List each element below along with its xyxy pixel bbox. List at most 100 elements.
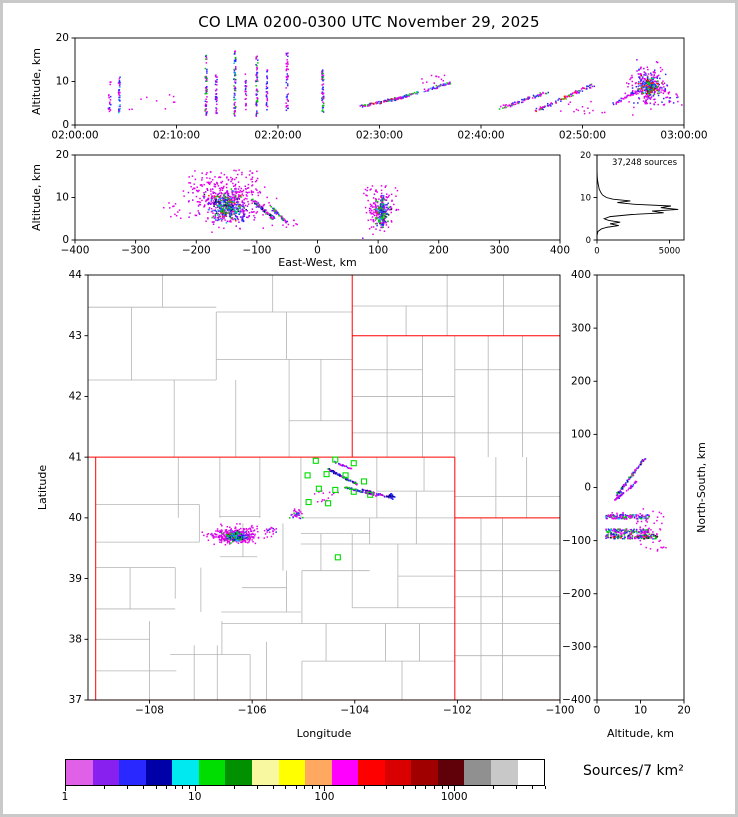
plot-shape (204, 92, 207, 95)
plot-shape (240, 209, 242, 211)
plot-shape (297, 513, 300, 516)
plot-shape (224, 197, 226, 199)
plot-shape (269, 216, 272, 219)
x-tick-label: 02:10:00 (153, 130, 200, 142)
plot-shape (223, 537, 225, 540)
plot-shape (384, 212, 386, 215)
plot-shape (208, 208, 210, 211)
plot-shape (655, 81, 658, 83)
plot-shape (218, 538, 221, 541)
plot-background (75, 155, 560, 240)
plot-shape (251, 180, 254, 183)
plot-shape (643, 537, 646, 540)
plot-shape (359, 105, 361, 107)
plot-shape (378, 220, 381, 222)
plot-shape (380, 192, 383, 195)
plot-shape (656, 61, 659, 64)
plot-shape (226, 534, 228, 537)
plot-shape (653, 71, 656, 73)
plot-shape (381, 200, 384, 203)
plot-shape (343, 465, 345, 467)
plot-shape (616, 531, 618, 534)
plot-shape (635, 514, 638, 516)
plot-shape (630, 476, 633, 478)
plot-shape (214, 95, 217, 98)
plot-shape (379, 209, 381, 212)
plot-shape (251, 532, 254, 535)
plot-shape (240, 534, 243, 536)
plot-shape (652, 87, 655, 89)
plot-shape (236, 532, 239, 534)
plot-shape (233, 211, 235, 213)
plot-shape (656, 519, 658, 522)
plot-shape (663, 86, 665, 88)
plot-shape (206, 88, 208, 91)
plot-shape (632, 92, 634, 95)
plot-shape (214, 98, 217, 101)
plot-shape (631, 92, 633, 94)
plot-shape (637, 73, 640, 75)
plot-shape (198, 201, 200, 203)
plot-shape (628, 476, 630, 479)
x-tick-label: −108 (135, 705, 164, 717)
plot-shape (287, 99, 290, 102)
plot-shape (379, 208, 381, 210)
plot-shape (569, 101, 572, 103)
plot-shape (350, 487, 353, 489)
plot-shape (255, 113, 258, 115)
plot-shape (209, 182, 211, 184)
plot-shape (241, 530, 243, 533)
plot-shape (614, 498, 617, 501)
plot-shape (369, 189, 371, 191)
plot-shape (237, 531, 239, 533)
plot-shape (220, 541, 223, 544)
plot-shape (383, 198, 385, 200)
plot-shape (256, 64, 258, 67)
plot-shape (669, 97, 672, 99)
plot-shape (226, 177, 228, 179)
y-tick-label: −300 (562, 641, 591, 653)
plot-shape (640, 80, 642, 83)
plot-shape (234, 198, 237, 201)
y-tick-label: 200 (571, 375, 591, 387)
plot-shape (650, 534, 652, 537)
plot-shape (368, 227, 371, 230)
plot-shape (227, 201, 229, 203)
plot-shape (536, 94, 539, 96)
plot-shape (199, 184, 202, 186)
plot-shape (383, 212, 385, 214)
plot-shape (357, 490, 360, 492)
plot-shape (629, 485, 632, 488)
plot-shape (624, 514, 627, 516)
plot-shape (393, 203, 395, 206)
plot-shape (270, 216, 273, 219)
plot-shape (221, 533, 223, 535)
plot-shape (367, 490, 370, 492)
plot-shape (237, 534, 240, 537)
plot-shape (653, 83, 656, 85)
plot-shape (652, 531, 654, 533)
plot-shape (119, 86, 121, 88)
plot-shape (392, 496, 394, 498)
plot-shape (248, 541, 250, 543)
plot-shape (215, 199, 217, 201)
plot-shape (385, 185, 387, 187)
colorbar: 1 10 100 1000 (62, 759, 546, 809)
plot-shape (329, 470, 331, 472)
plot-shape (206, 101, 208, 103)
plot-shape (613, 536, 615, 538)
plot-shape (261, 205, 264, 208)
plot-shape (373, 211, 375, 213)
plot-shape (612, 517, 615, 520)
plot-shape (321, 69, 324, 72)
plot-shape (146, 96, 148, 99)
plot-shape (212, 203, 215, 206)
plot-shape (210, 210, 213, 213)
plot-shape (605, 517, 608, 520)
plot-shape (219, 202, 222, 205)
plot-shape (322, 86, 324, 88)
plot-shape (237, 197, 239, 199)
plot-shape (638, 465, 640, 467)
plot-shape (654, 101, 656, 104)
plot-shape (633, 92, 635, 95)
